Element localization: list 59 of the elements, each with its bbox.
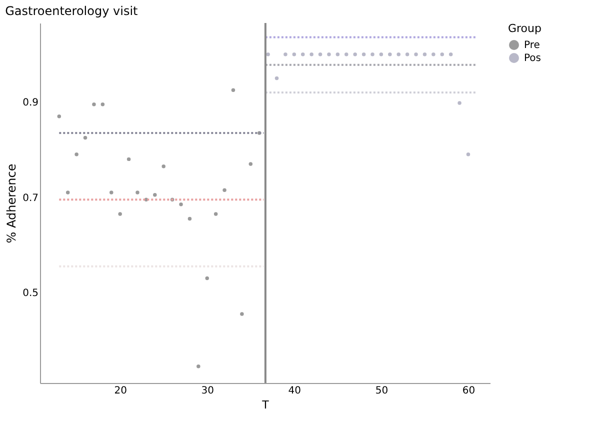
y-axis-title: % Adherence <box>4 164 19 244</box>
x-tick-label: 30 <box>201 386 214 396</box>
point <box>126 157 131 162</box>
x-tick-label: 50 <box>375 386 388 396</box>
point <box>118 212 122 216</box>
point <box>266 52 270 56</box>
chart-title: Gastroenterology visit <box>5 4 138 18</box>
legend-label: Pre <box>524 40 540 51</box>
x-axis-title: T <box>261 398 270 412</box>
x-tick-label: 40 <box>288 386 302 396</box>
point <box>432 52 436 56</box>
point <box>153 193 157 197</box>
point <box>362 52 366 56</box>
point <box>214 212 218 216</box>
point <box>405 52 410 56</box>
point <box>292 52 296 56</box>
point <box>205 276 209 280</box>
y-tick-label: 0.9 <box>22 98 38 109</box>
point <box>310 52 314 56</box>
point <box>83 136 88 140</box>
point <box>414 52 418 56</box>
point <box>300 52 305 56</box>
point <box>344 52 348 56</box>
point <box>57 114 62 118</box>
point <box>162 164 166 168</box>
point <box>388 52 392 56</box>
y-tick-label: 0.5 <box>22 288 38 300</box>
point <box>274 76 279 80</box>
point <box>370 52 374 56</box>
point <box>240 312 244 316</box>
point <box>100 102 105 106</box>
point <box>284 52 288 56</box>
point <box>222 188 226 192</box>
point <box>318 52 322 56</box>
point <box>92 102 96 106</box>
point <box>136 190 140 194</box>
point <box>379 52 384 56</box>
point <box>422 52 427 56</box>
point <box>448 52 453 56</box>
point <box>336 52 340 56</box>
point <box>66 190 70 194</box>
point <box>458 101 462 105</box>
point <box>327 52 331 56</box>
point <box>440 52 444 56</box>
x-tick-label: 60 <box>462 386 476 396</box>
x-tick-label: 20 <box>114 386 127 396</box>
point <box>396 52 400 56</box>
y-tick-label: 0.7 <box>22 192 38 204</box>
point <box>196 364 200 368</box>
point <box>188 216 192 221</box>
point <box>466 152 470 156</box>
point <box>179 202 183 206</box>
point <box>231 88 236 92</box>
point <box>353 52 357 56</box>
point <box>248 162 253 166</box>
point <box>74 152 78 156</box>
legend-label: Pos <box>524 53 542 64</box>
legend-title: Group <box>508 22 542 35</box>
point <box>110 190 114 194</box>
